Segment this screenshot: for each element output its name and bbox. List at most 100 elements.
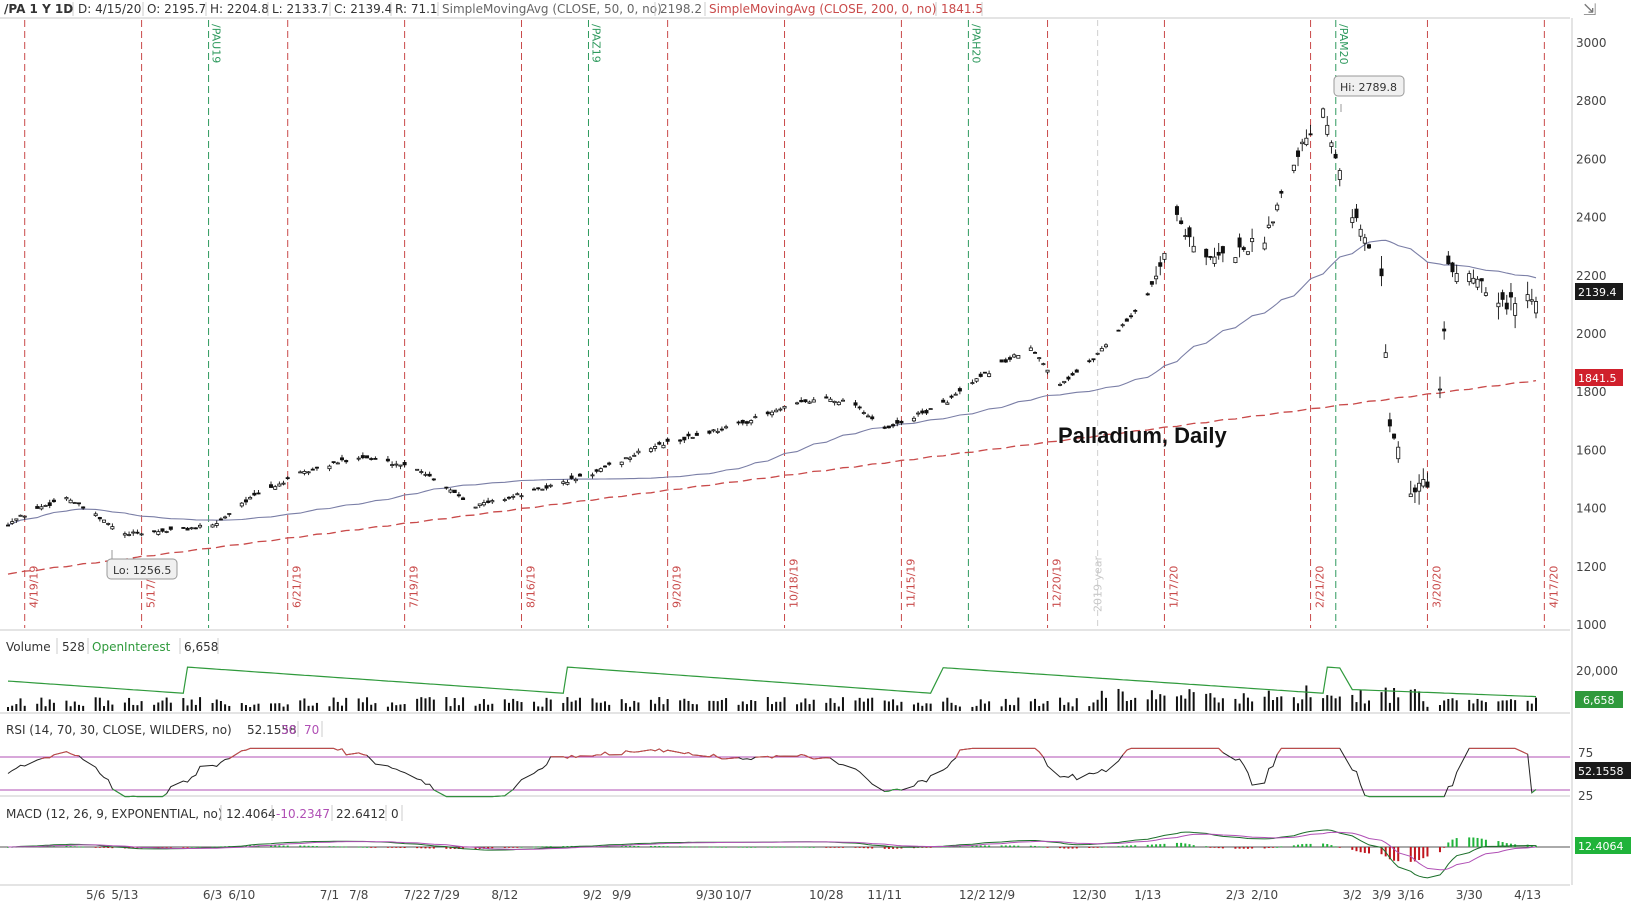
x-axis: 5/6 5/13 6/3 6/10 7/1 7/8 7/22 7/29 8/12 9/2 9/9 9/…	[86, 888, 1541, 902]
volume-bar	[428, 697, 431, 711]
sma200-study-label[interactable]: SimpleMovingAvg (CLOSE, 200, 0, no)	[709, 2, 936, 16]
candle	[765, 410, 770, 417]
candle	[870, 414, 875, 421]
expiration-label: 11/15/19	[904, 559, 917, 608]
candle	[957, 386, 962, 395]
candle	[778, 407, 783, 412]
macd-bar	[65, 846, 68, 847]
volume-bar	[107, 700, 110, 711]
volume-bar	[1046, 701, 1049, 711]
collapse-icon[interactable]: ⇲	[1583, 0, 1596, 19]
y-tick-label: 2000	[1576, 327, 1607, 341]
candle	[1279, 189, 1284, 199]
volume-bar	[215, 699, 218, 711]
year-label: 2019 year	[1092, 555, 1105, 612]
macd-bar	[1409, 847, 1412, 862]
candle	[799, 397, 804, 403]
rsi-tick-25: 25	[1578, 789, 1593, 803]
candle	[306, 471, 311, 476]
volume-bar	[783, 697, 786, 711]
macd-bar	[462, 847, 465, 850]
macd-bar	[566, 846, 569, 847]
volume-bar	[1092, 702, 1095, 711]
volume-bar	[190, 699, 193, 711]
candle	[1479, 278, 1484, 293]
volume-bar	[1297, 703, 1300, 711]
macd-bar	[1501, 842, 1504, 847]
volume-bar	[604, 701, 607, 711]
candle	[1270, 221, 1275, 227]
macd-bar	[299, 845, 302, 847]
macd-bar	[345, 846, 348, 848]
volume-bar	[165, 697, 168, 711]
macd-bar	[361, 846, 364, 848]
expiration-label: 4/19/19	[28, 566, 41, 608]
x-tick-label: 3/2	[1343, 888, 1362, 902]
candle	[156, 529, 161, 536]
volume-bar	[224, 704, 227, 711]
volume-bar	[282, 706, 285, 711]
oi-label: OpenInterest	[92, 640, 171, 654]
macd-bar	[1213, 847, 1216, 848]
volume-bar	[766, 697, 769, 711]
macd-bar	[1338, 847, 1341, 848]
volume-bar	[1505, 700, 1508, 711]
volume-bar	[900, 701, 903, 711]
volume-bar	[887, 701, 890, 711]
volume-bar	[942, 701, 945, 711]
candle	[1396, 441, 1401, 463]
macd-bar	[975, 845, 978, 847]
macd-bar	[424, 847, 427, 849]
macd-bar	[94, 847, 97, 848]
macd-bar	[157, 847, 160, 848]
volume-bar	[796, 704, 799, 711]
volume-bar	[687, 700, 690, 711]
volume-bar	[1125, 701, 1128, 711]
volume-bar	[741, 701, 744, 711]
rsi-panel: RSI (14, 70, 30, CLOSE, WILDERS, no) 52.…	[0, 721, 1631, 803]
candle	[598, 467, 603, 473]
volume-bar	[311, 705, 314, 711]
oi-value: 6,658	[184, 640, 218, 654]
macd-bar	[608, 845, 611, 847]
volume-bar	[361, 702, 364, 711]
macd-bar	[1355, 847, 1358, 852]
lo-label: Lo: 1256.5	[113, 564, 171, 577]
expiration-label: 8/16/19	[525, 566, 538, 608]
candle	[369, 457, 374, 461]
candle	[477, 503, 482, 508]
volume-bar	[307, 705, 310, 711]
volume-bar	[399, 704, 402, 711]
macd-value: 12.4064	[226, 807, 276, 821]
macd-bar	[1443, 847, 1446, 848]
volume-bar	[725, 698, 728, 711]
candle	[577, 472, 582, 477]
candle	[139, 532, 144, 537]
candle	[999, 359, 1004, 363]
x-tick-label: 6/3	[203, 888, 222, 902]
volume-bar	[249, 706, 252, 711]
candle	[1162, 252, 1167, 263]
macd-bar	[1134, 845, 1137, 847]
volume-bars	[7, 685, 1537, 711]
candle	[185, 527, 190, 531]
macd-bar	[979, 845, 982, 847]
macd-bar	[420, 847, 423, 849]
x-tick-label: 2/10	[1251, 888, 1278, 902]
macd-bar	[219, 846, 222, 848]
macd-bar	[971, 845, 974, 847]
candle	[1308, 124, 1313, 136]
candle	[682, 436, 687, 444]
x-tick-label: 8/12	[491, 888, 518, 902]
volume-bar	[244, 705, 247, 711]
volume-bar	[123, 702, 126, 711]
volume-bar	[654, 703, 657, 711]
macd-bar	[182, 847, 185, 848]
macd-bar	[303, 845, 306, 847]
symbol-label[interactable]: /PA 1 Y 1D	[4, 2, 73, 16]
chart-annotation: Palladium, Daily	[1058, 423, 1227, 448]
macd-bar	[825, 847, 828, 848]
candle	[1120, 323, 1125, 328]
sma50-study-label[interactable]: SimpleMovingAvg (CLOSE, 50, 0, no)	[442, 2, 662, 16]
